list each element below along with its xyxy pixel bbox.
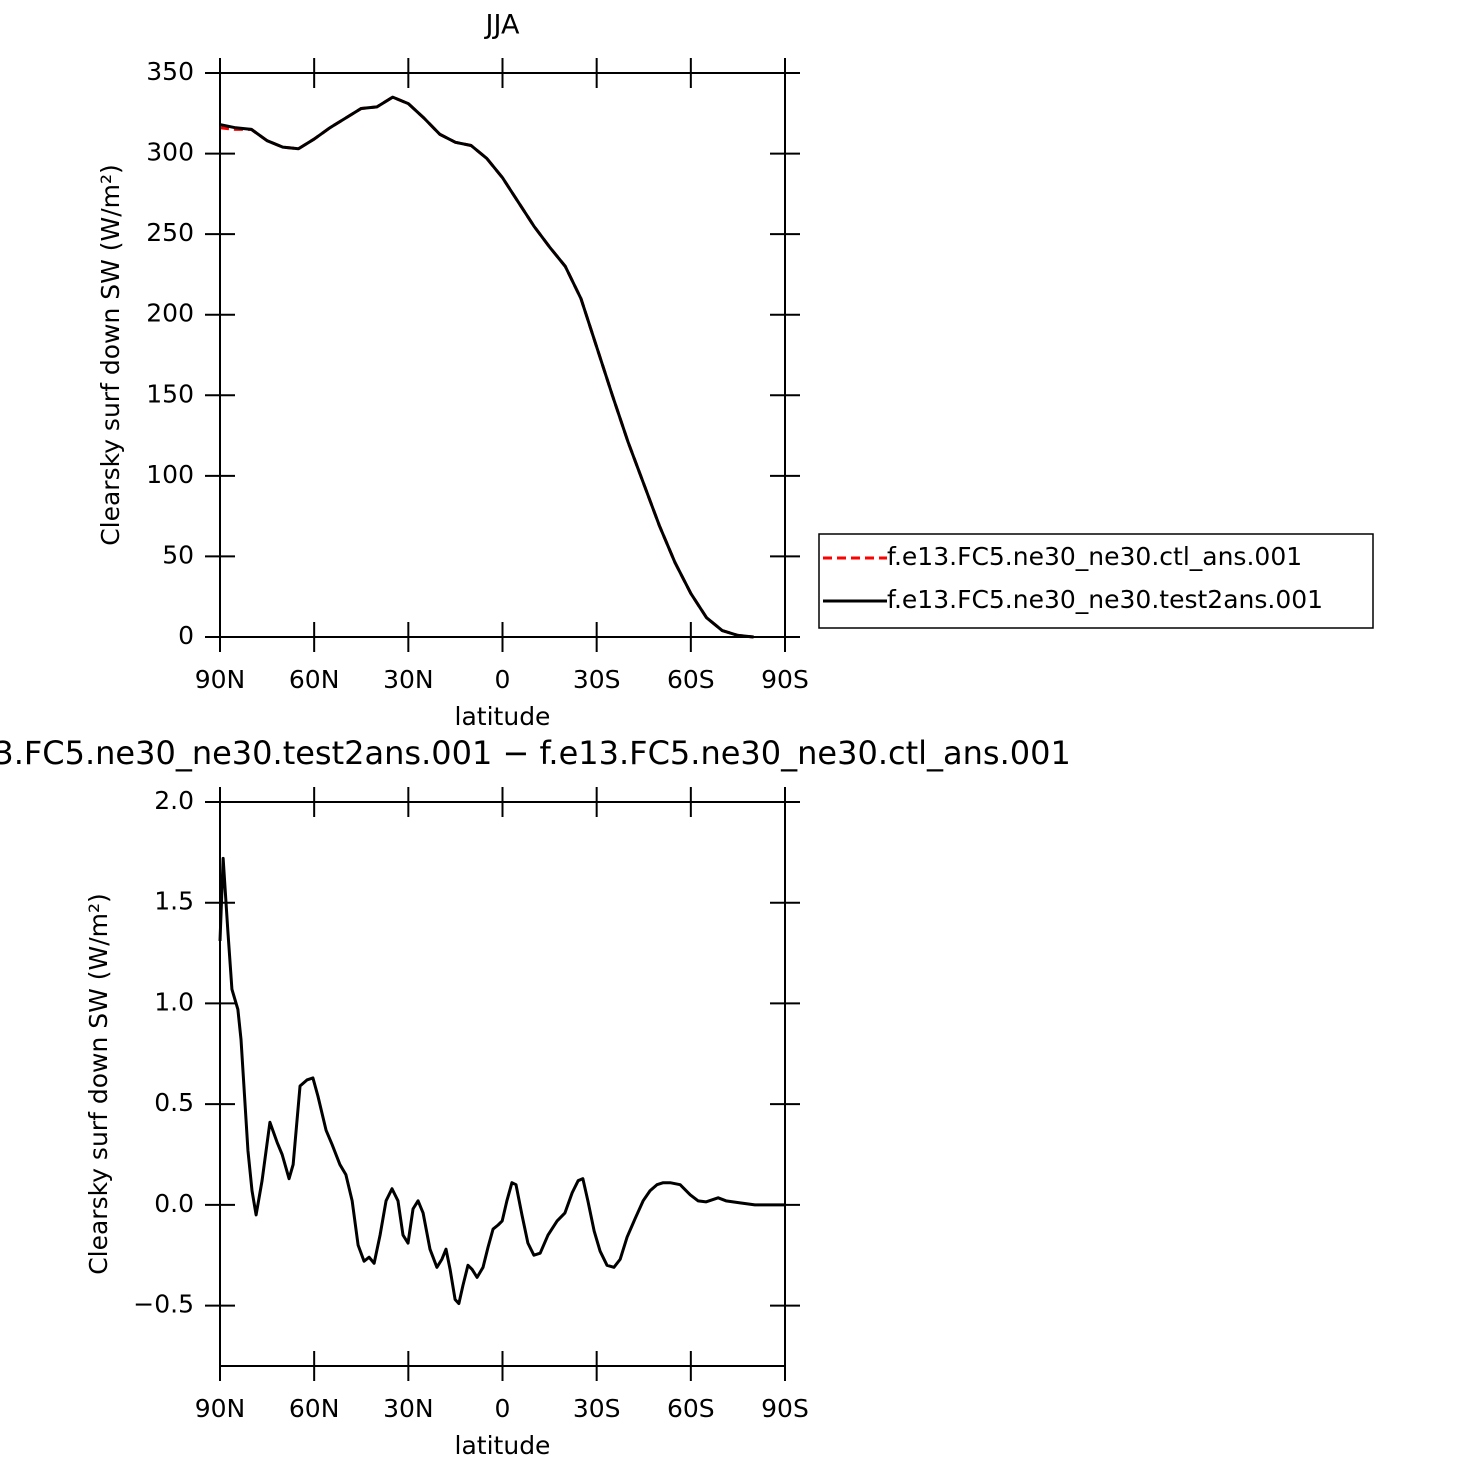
plot-frame — [219, 72, 786, 638]
y-tick-label: −0.5 — [133, 1290, 194, 1319]
y-axis-label: Clearsky surf down SW (W/m²) — [84, 893, 113, 1275]
data-line — [219, 95, 754, 639]
y-tick-label: 0.5 — [154, 1088, 194, 1117]
y-tick-label: 300 — [146, 138, 194, 167]
legend-label: f.e13.FC5.ne30_ne30.test2ans.001 — [887, 585, 1323, 614]
x-axis-label: latitude — [455, 702, 551, 731]
y-tick-label: 0.0 — [154, 1189, 194, 1218]
data-line — [218, 856, 785, 1306]
x-axis-label: latitude — [455, 1431, 551, 1460]
x-tick-label: 90S — [761, 1394, 809, 1423]
x-tick-label: 60S — [667, 665, 715, 694]
x-tick-label: 60N — [289, 1394, 340, 1423]
y-tick-label: 50 — [162, 540, 194, 569]
x-tick-label: 30N — [383, 665, 434, 694]
x-tick-label: 30S — [573, 1394, 621, 1423]
y-tick-label: 100 — [146, 460, 194, 489]
x-tick-label: 90N — [195, 665, 246, 694]
y-tick-label: 2.0 — [154, 786, 194, 815]
y-tick-label: 200 — [146, 299, 194, 328]
y-tick-label: 0 — [178, 621, 194, 650]
legend-label: f.e13.FC5.ne30_ne30.ctl_ans.001 — [887, 542, 1302, 571]
y-tick-label: 1.5 — [154, 887, 194, 916]
y-tick-label: 150 — [146, 379, 194, 408]
x-tick-label: 90N — [195, 1394, 246, 1423]
legend-box — [818, 533, 1374, 629]
x-tick-label: 60S — [667, 1394, 715, 1423]
x-tick-label: 0 — [495, 665, 511, 694]
y-axis-label: Clearsky surf down SW (W/m²) — [96, 164, 125, 546]
chart-title: f.e13.FC5.ne30_ne30.test2ans.001 − f.e13… — [0, 734, 1071, 772]
y-tick-label: 250 — [146, 218, 194, 247]
x-tick-label: 60N — [289, 665, 340, 694]
x-tick-label: 30N — [383, 1394, 434, 1423]
x-tick-label: 0 — [495, 1394, 511, 1423]
x-tick-label: 90S — [761, 665, 809, 694]
y-tick-label: 350 — [146, 57, 194, 86]
plot-frame — [219, 801, 786, 1367]
chart-title: JJA — [484, 10, 520, 41]
x-tick-label: 30S — [573, 665, 621, 694]
y-tick-label: 1.0 — [154, 987, 194, 1016]
